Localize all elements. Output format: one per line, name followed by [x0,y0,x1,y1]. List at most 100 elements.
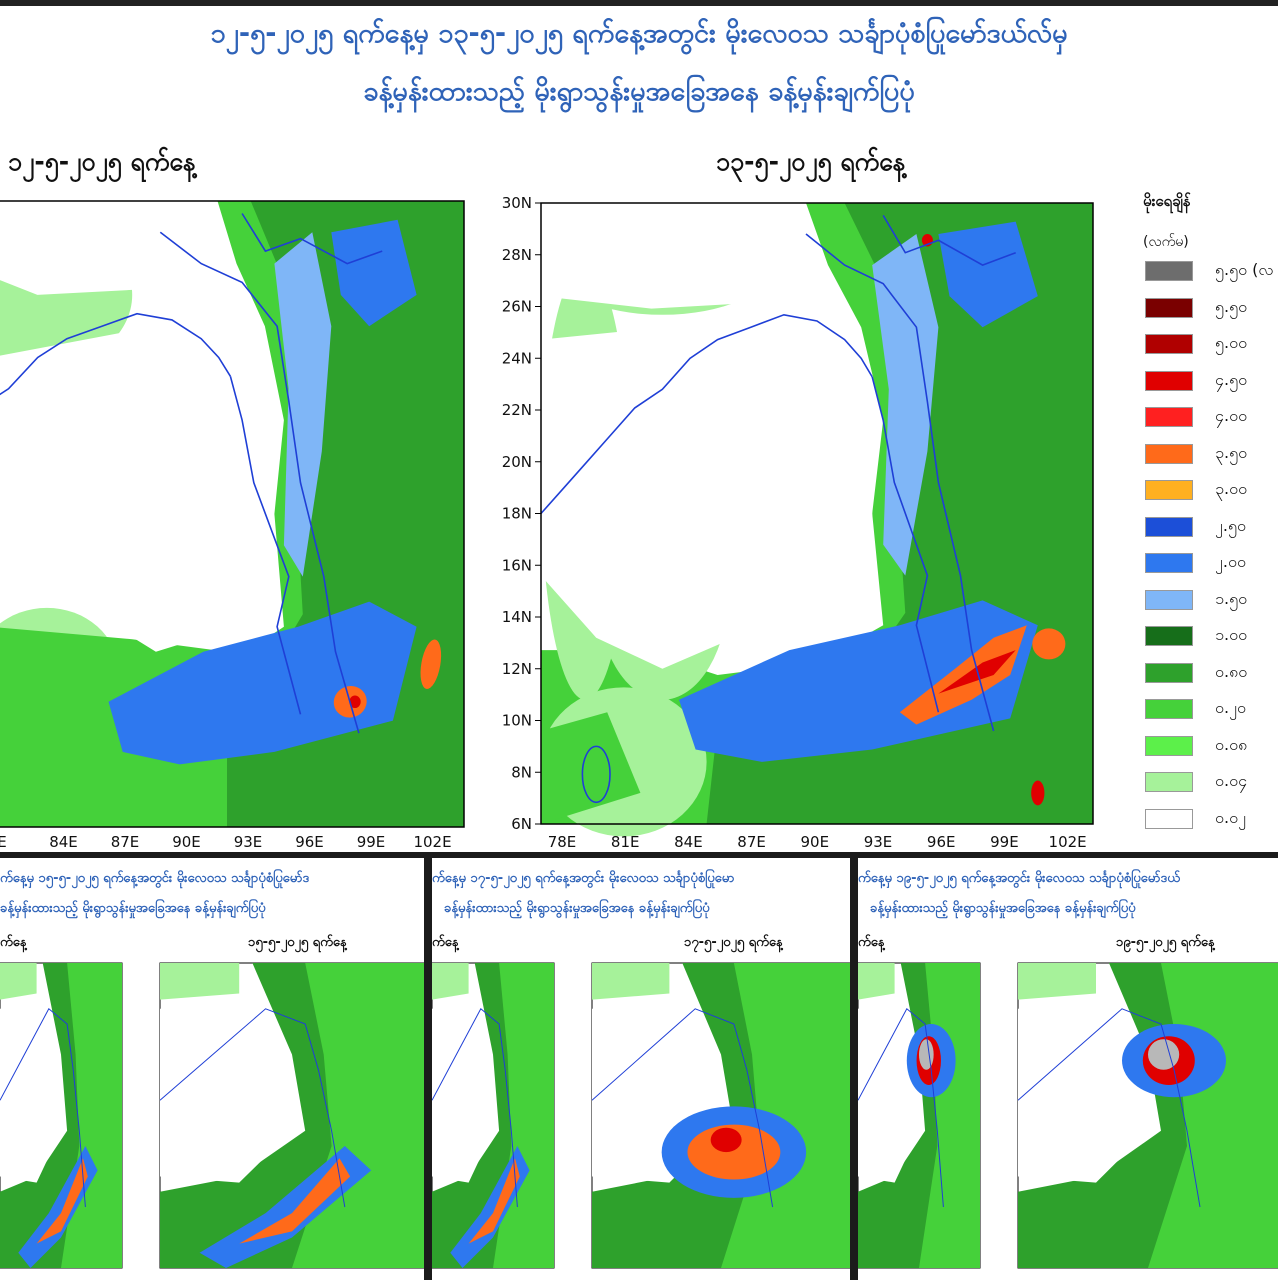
legend-swatch [1145,699,1193,719]
bottom-section-border [0,852,1278,858]
thumb-title-2: ခန့်မှန်းထားသည့် မိုးရွာသွန်းမှုအခြေအနေ … [444,901,710,916]
extreme-rain-core [919,1039,934,1070]
lat-tick-label: 28N [502,246,532,264]
heavy-rain-core [420,639,442,689]
heavy-rain-core [1031,780,1045,806]
country-border [882,214,1016,266]
rain-band-blue [108,601,417,765]
lat-tick-label: 26N [502,298,532,316]
lat-tick-label: 14N [502,608,532,626]
heavy-rain-core [36,1158,88,1244]
thumb-title-2: ခန့်မှန်းထားသည့် မိုးရွာသွန်းမှုအခြေအနေ … [870,901,1136,916]
legend-swatch [1145,553,1193,573]
legend-swatch [1145,261,1193,281]
dry-region [858,999,919,1183]
legend-item: ၅.၅၀ [1145,297,1247,319]
thumb-divider-2 [850,858,858,1280]
thumb-map [0,962,123,1269]
thumb-date-left: က်နေ့ [0,935,27,950]
legend-swatch [1145,626,1193,646]
lat-tick-label: 8N [511,763,532,781]
legend-label: ၂.၀၀ [1215,552,1246,571]
thumbnail-forecast-17: က်နေ့မှ ၁၇-၅-၂၀၂၅ ရက်နေ့အတွင်း မိုးလေဝသ … [432,858,850,1280]
rain-patch-light [592,963,670,1000]
legend-label: ၅.၀၀ [1215,333,1248,352]
thumb-maps [432,962,850,1269]
thumb-date-left: က်နေ့ [432,935,459,950]
coastline [0,1008,86,1208]
dry-region [541,203,817,309]
lat-tick-label: 10N [502,712,532,730]
lat-tick-label: 6N [511,815,532,833]
dry-region [160,999,292,1183]
lat-tick-label: 12N [502,660,532,678]
legend-item: ၁.၅၀ [1145,589,1247,611]
lon-tick-label: 87E [111,833,140,851]
legend-swatch [1145,516,1193,537]
legend-label: ၁.၀၀ [1215,625,1248,644]
coastline-myanmar [229,376,302,715]
lon-tick-label: 84E [49,833,78,851]
top-border [0,0,1278,6]
thumb-map [159,962,424,1269]
dry-region [1018,999,1148,1183]
thumb-title-1: က်နေ့မှ ၁၇-၅-၂၀၂၅ ရက်နေ့အတွင်း မိုးလေဝသ … [432,871,735,886]
coastline [1017,1008,1201,1208]
thumb-map [1017,962,1278,1269]
right-map-date: ၁၃-၅-၂၀၂၅ ရက်နေ့ [716,147,906,176]
rain-patch-light [432,963,469,1000]
legend-unit: (လက်မ) [1143,234,1189,250]
coastline-india [0,312,232,396]
legend-label: ၀.၈၀ [1215,661,1248,681]
rain-patch-blue [331,219,417,327]
coastline [858,1008,944,1208]
dry-region [0,999,61,1183]
country-border [241,213,383,265]
legend-item: ၃.၀၀ [1145,479,1247,501]
rain-band-lightblue [872,234,939,576]
legend-item: ၁.၀၀ [1145,625,1247,647]
page-title-line-2: ခန့်မှန်းထားသည့် မိုးရွာသွန်းမှုအခြေအနေ … [363,76,915,107]
thumb-map [432,962,555,1269]
thumb-title-1: က်နေ့မှ ၁၅-၅-၂၀၂၅ ရက်နေ့အတွင်း မိုးလေဝသ … [0,871,310,886]
thumb-maps [0,962,424,1269]
rain-patch-light [1018,963,1096,1000]
dry-region [0,201,218,295]
lon-tick-label: 87E [737,833,766,851]
legend-label: ၀.၀၂ [1215,807,1246,827]
lon-tick-label: 93E [234,833,263,851]
thumb-title-1: က်နေ့မှ ၁၉-၅-၂၀၂၅ ရက်နေ့အတွင်း မိုးလေဝသ … [858,871,1180,886]
legend-swatch [1145,480,1193,500]
country-border [159,231,360,734]
legend-item: ၄.၀၀ [1145,406,1247,428]
sri-lanka-outline [581,745,611,804]
rain-band-lightblue [274,232,332,577]
legend-swatch [1145,370,1193,391]
dry-region [432,999,493,1183]
legend-item: ၀.၂၀ [1145,698,1246,720]
lon-tick-label: 96E [927,833,956,851]
legend-swatch [1145,297,1193,318]
legend-swatch [1145,662,1193,683]
left-rainfall-map: E 84E 87E 90E 93E 96E 99E 102E [0,200,465,851]
extreme-rain-core [1148,1039,1180,1070]
dry-region [0,326,251,652]
country-border [805,233,995,732]
lon-tick-label: 99E [990,833,1019,851]
lat-tick-label: 30N [502,194,532,212]
lon-tick-label: 99E [357,833,386,851]
heavy-rain-core [710,1127,742,1153]
lon-tick-label: 102E [1049,833,1087,851]
thumb-map [591,962,850,1269]
rain-patch-light [0,963,37,1000]
legend-swatch [1145,443,1193,464]
heavy-rain-core [1032,628,1066,660]
legend-item: ၀.၀၂ [1145,808,1246,830]
legend-label: ၀.၀၄ [1215,771,1248,790]
thumb-maps [858,962,1278,1269]
coastline [591,1008,774,1208]
thumb-title-2: ခန့်မှန်းထားသည့် မိုးရွာသွန်းမှုအခြေအနေ … [0,901,266,916]
lon-tick-label: 90E [801,833,830,851]
thumb-divider-1 [424,858,432,1280]
rain-patch-light [160,963,240,1000]
